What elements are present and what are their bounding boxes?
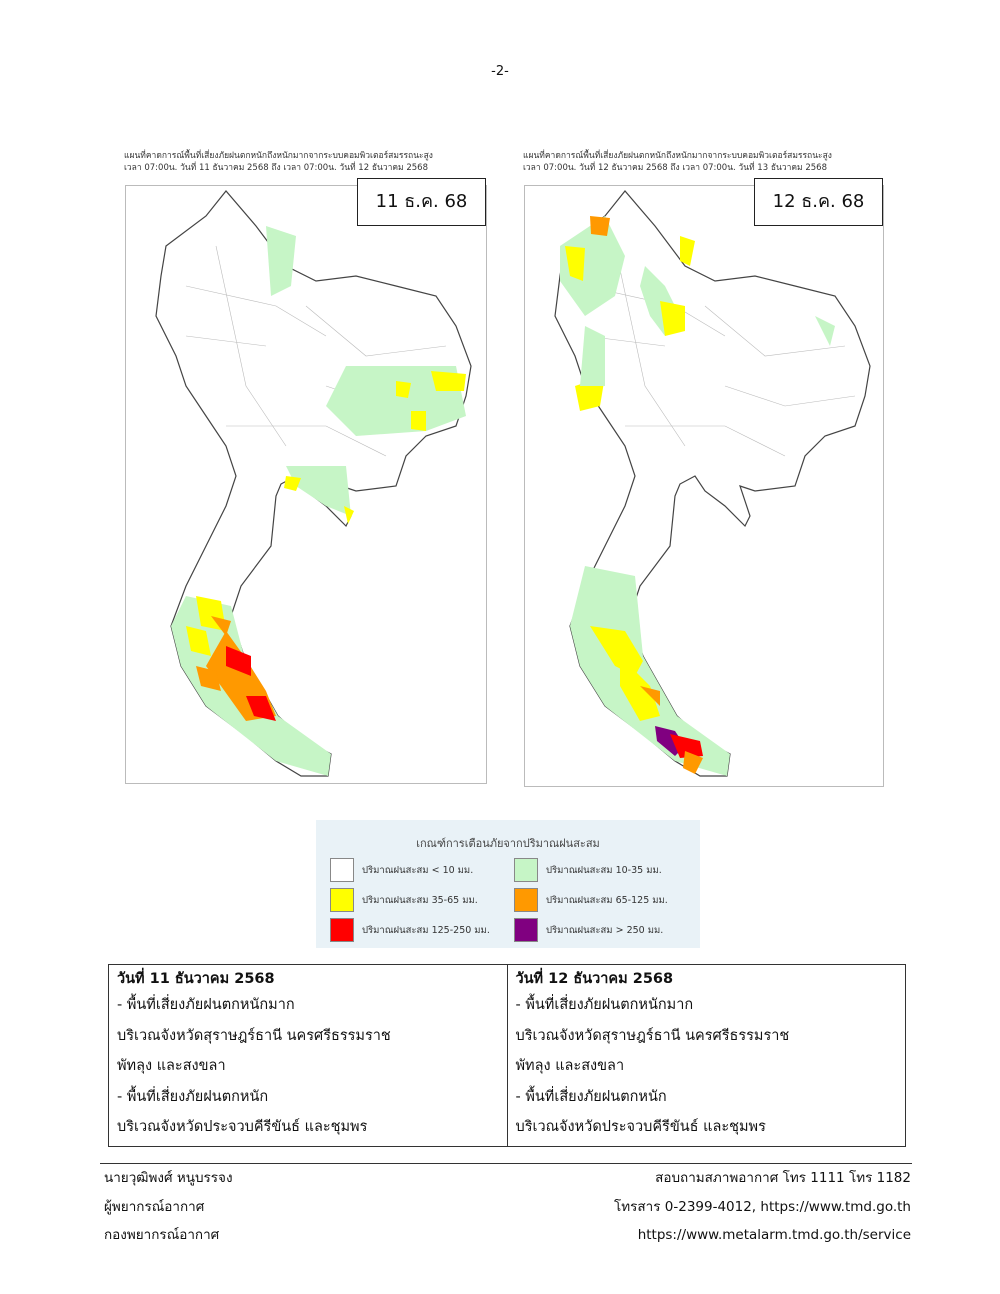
legend: เกณฑ์การเตือนภัยจากปริมาณฝนสะสม ปริมาณฝน… <box>316 820 700 948</box>
map-panel <box>125 185 487 784</box>
table-cell: วันที่ 12 ธันวาคม 2568 - พื้นที่เสี่ยงภัย… <box>506 964 906 1147</box>
legend-label: ปริมาณฝนสะสม 35-65 มม. <box>362 894 478 906</box>
footer-left: นายวุฒิพงศ์ หนูบรรจงผู้พยากรณ์อากาศกองพย… <box>104 1164 233 1250</box>
footer-line: โทรสาร 0-2399-4012, https://www.tmd.go.t… <box>614 1198 911 1215</box>
cell-line: พัทลุง และสงขลา <box>515 1058 625 1074</box>
legend-swatch <box>514 858 538 882</box>
cell-line: บริเวณจังหวัดสุราษฎร์ธานี นครศรีธรรมราช <box>515 1027 790 1044</box>
map <box>554 190 871 777</box>
cell-line: - พื้นที่เสี่ยงภัยฝนตกหนักมาก <box>117 997 295 1013</box>
table-cell: วันที่ 11 ธันวาคม 2568 - พื้นที่เสี่ยงภัย… <box>108 964 508 1147</box>
footer-line: สอบถามสภาพอากาศ โทร 1111 โทร 1182 <box>655 1170 911 1186</box>
legend-label: ปริมาณฝนสะสม > 250 มม. <box>546 924 664 936</box>
legend-swatch <box>330 888 354 912</box>
rain-areas <box>171 226 466 776</box>
page-number: -2- <box>491 64 509 79</box>
footer-right: สอบถามสภาพอากาศ โทร 1111 โทร 1182 โทรสาร … <box>614 1164 911 1250</box>
legend-label: ปริมาณฝนสะสม 10-35 มม. <box>546 864 662 876</box>
map-caption: เวลา 07:00น. วันที่ 12 ธันวาคม 2568 ถึง … <box>523 163 827 173</box>
legend-swatch <box>514 888 538 912</box>
legend-swatch <box>514 918 538 942</box>
summary-table: วันที่ 11 ธันวาคม 2568 - พื้นที่เสี่ยงภัย… <box>108 964 906 1147</box>
cell-heading: วันที่ 11 ธันวาคม 2568 <box>117 971 275 987</box>
table-row: วันที่ 11 ธันวาคม 2568 - พื้นที่เสี่ยงภัย… <box>108 964 906 1147</box>
date-label: 11 ธ.ค. 68 <box>357 178 486 226</box>
date-label: 12 ธ.ค. 68 <box>754 178 883 226</box>
map-caption: เวลา 07:00น. วันที่ 11 ธันวาคม 2568 ถึง … <box>124 163 428 173</box>
cell-line: บริเวณจังหวัดประจวบคีรีขันธ์ และชุมพร <box>515 1119 766 1135</box>
footer-line: https://www.metalarm.tmd.go.th/service <box>637 1227 911 1243</box>
footer-line: กองพยากรณ์อากาศ <box>104 1227 220 1243</box>
legend-item: ปริมาณฝนสะสม < 10 มม. <box>330 858 473 882</box>
cell-line: - พื้นที่เสี่ยงภัยฝนตกหนัก <box>117 1088 269 1105</box>
map-caption: แผนที่คาดการณ์พื้นที่เสี่ยงภัยฝนตกหนักถึ… <box>124 151 433 161</box>
rain-areas <box>560 216 835 776</box>
legend-item: ปริมาณฝนสะสม 65-125 มม. <box>514 888 668 912</box>
map-panel <box>524 185 884 787</box>
map <box>155 190 472 777</box>
cell-line: บริเวณจังหวัดประจวบคีรีขันธ์ และชุมพร <box>117 1119 368 1135</box>
legend-title: เกณฑ์การเตือนภัยจากปริมาณฝนสะสม <box>416 837 600 850</box>
legend-label: ปริมาณฝนสะสม 65-125 มม. <box>546 894 668 906</box>
legend-swatch <box>330 918 354 942</box>
cell-heading: วันที่ 12 ธันวาคม 2568 <box>515 971 674 987</box>
legend-label: ปริมาณฝนสะสม < 10 มม. <box>362 864 474 876</box>
legend-item: ปริมาณฝนสะสม 35-65 มม. <box>330 888 478 912</box>
legend-swatch <box>330 858 354 882</box>
cell-line: พัทลุง และสงขลา <box>117 1058 226 1074</box>
legend-item: ปริมาณฝนสะสม 125-250 มม. <box>330 918 490 942</box>
cell-line: - พื้นที่เสี่ยงภัยฝนตกหนัก <box>515 1088 667 1105</box>
cell-line: - พื้นที่เสี่ยงภัยฝนตกหนักมาก <box>515 997 694 1013</box>
footer-line: นายวุฒิพงศ์ หนูบรรจง <box>104 1170 233 1186</box>
footer-line: ผู้พยากรณ์อากาศ <box>104 1198 205 1215</box>
map-caption: แผนที่คาดการณ์พื้นที่เสี่ยงภัยฝนตกหนักถึ… <box>523 151 832 161</box>
legend-item: ปริมาณฝนสะสม > 250 มม. <box>514 918 663 942</box>
footer-rule <box>100 1163 912 1164</box>
legend-label: ปริมาณฝนสะสม 125-250 มม. <box>362 924 490 936</box>
cell-line: บริเวณจังหวัดสุราษฎร์ธานี นครศรีธรรมราช <box>117 1027 391 1044</box>
legend-item: ปริมาณฝนสะสม 10-35 มม. <box>514 858 662 882</box>
